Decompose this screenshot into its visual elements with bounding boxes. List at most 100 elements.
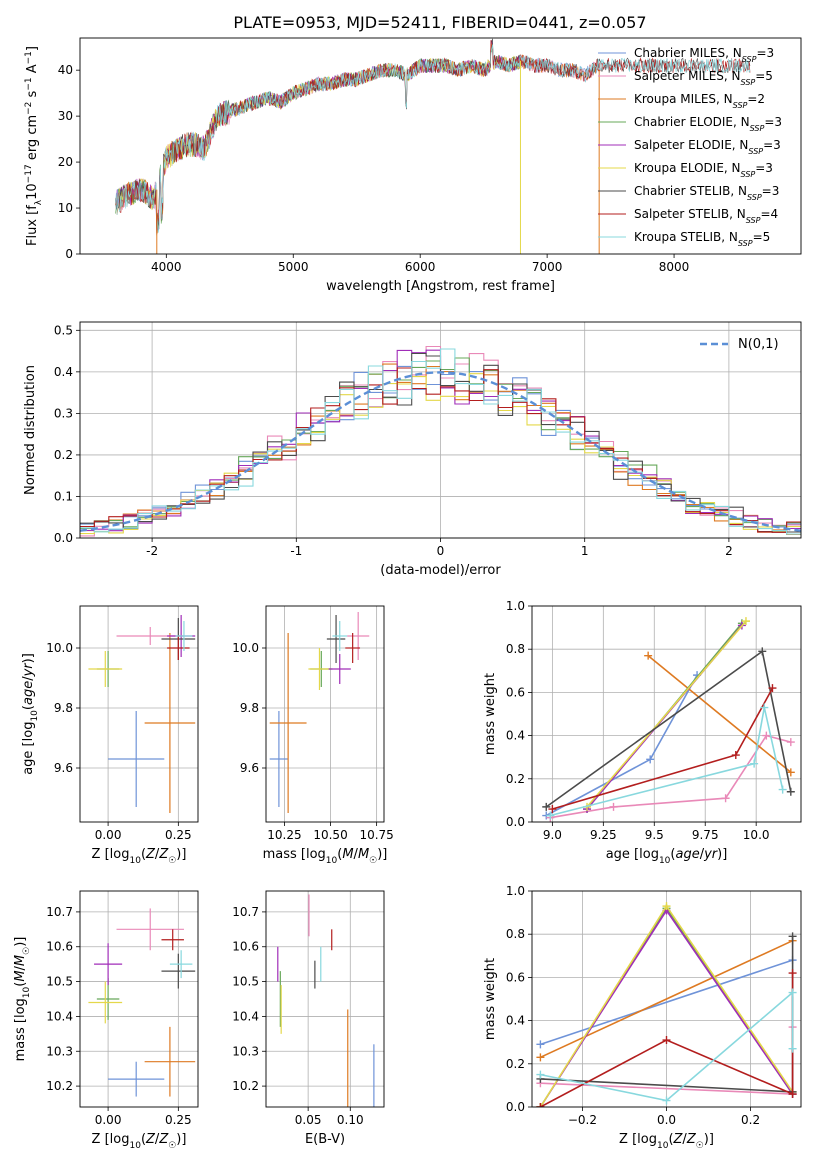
weight-line-salpeter-stelib (552, 687, 774, 810)
data-point (269, 711, 289, 807)
x-tick-label: 0.00 (95, 828, 122, 842)
age-vs-Z-panel: 0.00 0.25 9.6 9.8 10.0 Z [log10(Z/Z☉)] age [lo… (21, 605, 199, 866)
spectrum-panel: 4000 5000 6000 7000 8000 0 10 20 30 40 wavelength … (24, 37, 802, 294)
y-tick-label: 0.0 (54, 531, 73, 545)
weight-marker (721, 794, 730, 803)
y-tick-label: 0.3 (54, 406, 73, 420)
y-tick-label: 0.2 (506, 1057, 525, 1071)
x-tick-label: 0 (437, 544, 445, 558)
y-axis-label: Flux [fλ10−17 erg cm−2 s−1 A−1] (24, 46, 44, 246)
y-tick-label: 0.6 (506, 970, 525, 984)
weight-line-kroupa-stelib (540, 990, 794, 1102)
weight-line-chabrier-stelib (545, 650, 792, 808)
axes-frame (531, 890, 802, 1108)
x-tick-label: 9.75 (692, 828, 719, 842)
data-point (116, 908, 184, 951)
weight-vs-age-lines (542, 617, 795, 822)
x-axis-label: Z [log10(Z/Z☉)] (619, 1132, 714, 1151)
weight-vs-Z-lines (536, 902, 797, 1107)
axes-frame (79, 605, 199, 823)
y-tick-label: 0.8 (506, 642, 525, 656)
weight-marker (646, 755, 655, 764)
legend-entry: Kroupa STELIB, NSSP=5 (634, 230, 770, 248)
x-tick-label: 2 (725, 544, 733, 558)
data-point (326, 615, 346, 663)
y-tick-label: 20 (58, 155, 73, 169)
axes-frame (265, 605, 385, 823)
x-axis-label: Z [log10(Z/Z☉)] (92, 847, 187, 866)
x-tick-label: 0.10 (337, 1113, 364, 1127)
y-tick-label: 0.0 (506, 1100, 525, 1114)
legend: Chabrier MILES, NSSP=3 Salpeter MILES, NS… (598, 46, 782, 248)
histogram-chabrier-stelib (80, 352, 801, 533)
weight-marker (750, 759, 759, 768)
age-vs-Z-points (88, 615, 196, 813)
y-axis-label: mass weight (483, 958, 498, 1040)
y-tick-label: 9.6 (240, 761, 259, 775)
y-tick-label: 40 (58, 63, 73, 77)
weight-marker (536, 1040, 545, 1049)
y-tick-label: 10.4 (232, 1009, 259, 1023)
y-tick-label: 0.4 (506, 1014, 525, 1028)
data-point (328, 654, 351, 684)
age-vs-mass-points (269, 612, 370, 813)
axes-frame (79, 37, 802, 255)
data-point (345, 633, 361, 663)
mass-vs-ebv-points (277, 894, 375, 1107)
y-tick-label: 0.2 (506, 772, 525, 786)
x-tick-label: 1 (581, 544, 589, 558)
weight-marker (788, 1090, 797, 1099)
weight-marker (536, 1070, 545, 1079)
legend-entry: Kroupa ELODIE, NSSP=3 (634, 161, 773, 179)
y-tick-label: 0.4 (506, 729, 525, 743)
y-tick-label: 10.3 (46, 1044, 73, 1058)
x-tick-label: 5000 (278, 260, 309, 274)
y-tick-label: 1.0 (506, 599, 525, 613)
y-axis-label: age [log10(age/yr)] (21, 653, 40, 775)
x-tick-label: 7000 (532, 260, 563, 274)
data-point (108, 711, 165, 807)
y-tick-label: 10.6 (46, 940, 73, 954)
y-tick-label: 9.8 (54, 701, 73, 715)
weight-marker (644, 651, 653, 660)
data-point (167, 636, 190, 660)
legend-entry: Chabrier ELODIE, NSSP=3 (634, 115, 782, 133)
legend-entry: Kroupa MILES, NSSP=2 (634, 92, 765, 110)
x-tick-label: 6000 (405, 260, 436, 274)
x-tick-label: 9.5 (645, 828, 664, 842)
weight-marker (778, 785, 787, 794)
y-tick-label: 10.7 (232, 905, 259, 919)
x-axis-label: (data-model)/error (380, 563, 501, 578)
weight-marker (546, 811, 555, 820)
spectrum-line-salpeter-stelib (115, 39, 751, 234)
histogram-panel: -2 -1 0 1 2 0.0 0.1 0.2 0.3 0.4 0.5 (data-model)/er… (23, 321, 802, 578)
weight-marker (762, 731, 771, 740)
x-axis-label: E(B-V) (305, 1132, 345, 1147)
data-point (269, 633, 307, 813)
x-axis-label: age [log10(age/yr)] (606, 847, 728, 866)
weight-marker (788, 1044, 797, 1053)
data-point (144, 633, 196, 813)
axes-frame (265, 890, 385, 1108)
data-point (88, 981, 123, 1024)
weight-marker (536, 1103, 545, 1107)
x-tick-label: 8000 (659, 260, 690, 274)
y-tick-label: 0.5 (54, 323, 73, 337)
data-point (175, 621, 193, 651)
histogram-steps (80, 345, 801, 537)
data-point (88, 651, 123, 687)
x-tick-label: 10.50 (313, 828, 347, 842)
weight-marker (760, 703, 769, 712)
y-tick-label: 0 (65, 247, 73, 261)
y-tick-label: 10.7 (46, 905, 73, 919)
spectrum-line-kroupa-stelib (115, 44, 751, 233)
x-tick-label: 0.25 (165, 828, 192, 842)
y-tick-label: 9.6 (54, 761, 73, 775)
x-tick-label: 9.25 (590, 828, 617, 842)
mass-vs-Z-panel: 0.00 0.25 10.2 10.3 10.4 10.5 10.6 10.7 Z [log10… (13, 890, 199, 1151)
legend-entry: Salpeter ELODIE, NSSP=3 (634, 138, 781, 156)
x-axis-label: mass [log10(M/M☉)] (263, 847, 388, 866)
y-tick-label: 10.5 (232, 975, 259, 989)
x-axis-label: Z [log10(Z/Z☉)] (92, 1132, 187, 1151)
x-tick-label: 0.2 (741, 1113, 760, 1127)
